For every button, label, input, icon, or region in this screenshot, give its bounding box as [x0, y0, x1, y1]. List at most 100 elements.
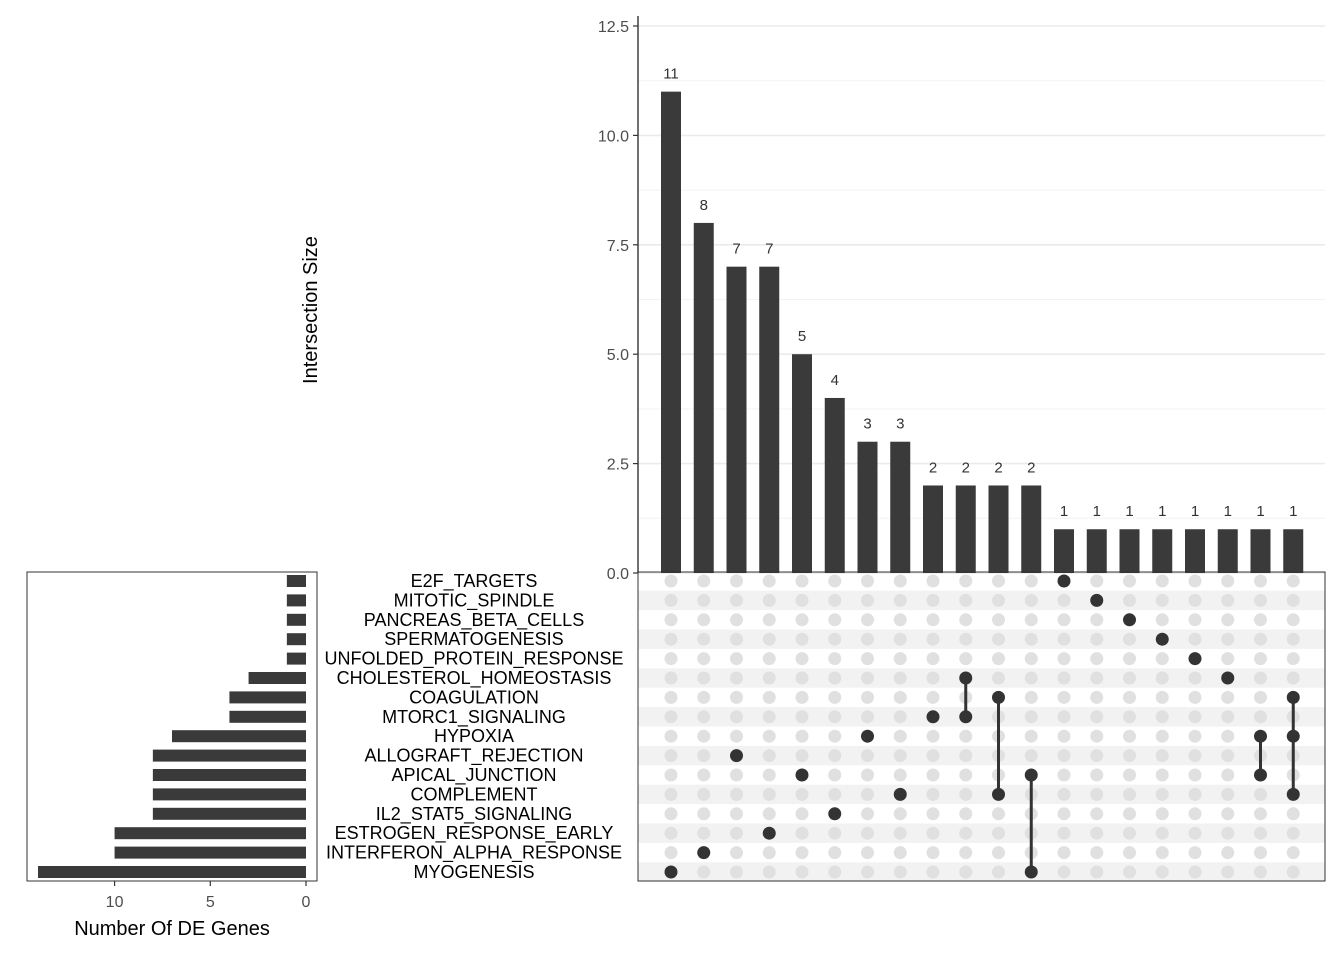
intersection-size-label: 1	[1289, 503, 1297, 520]
matrix-dot-inactive	[992, 671, 1005, 685]
matrix-dot-inactive	[893, 807, 907, 821]
matrix-dot-inactive	[1057, 710, 1071, 724]
set-name-label: HYPOXIA	[434, 726, 514, 746]
matrix-dot-active	[893, 787, 907, 801]
matrix-dot-inactive	[730, 846, 743, 860]
intersection-bar	[1021, 485, 1042, 573]
matrix-dot-inactive	[1188, 632, 1202, 646]
matrix-dot-inactive	[664, 690, 678, 704]
matrix-dot-inactive	[893, 613, 907, 627]
matrix-dot-inactive	[730, 593, 743, 607]
set-size-bar	[172, 730, 306, 743]
set-size-bar	[152, 807, 306, 820]
matrix-dot-inactive	[1123, 846, 1136, 860]
matrix-dot-active	[1024, 865, 1038, 879]
matrix-dot-inactive	[1254, 574, 1267, 588]
set-size-bar	[38, 866, 306, 878]
matrix-dot-inactive	[959, 807, 973, 821]
intersection-size-label: 7	[765, 241, 773, 258]
matrix-dot-inactive	[1057, 826, 1071, 840]
set-size-bar	[152, 788, 306, 801]
set-size-panel: 10 5 0	[26, 571, 318, 911]
matrix-dot-inactive	[1155, 671, 1169, 685]
matrix-dot-active	[1254, 729, 1267, 743]
matrix-dot-inactive	[762, 632, 776, 646]
matrix-dot-inactive	[795, 632, 809, 646]
matrix-dot-inactive	[861, 690, 874, 704]
set-name-label: MITOTIC_SPINDLE	[394, 590, 555, 611]
matrix-dot-inactive	[1254, 807, 1267, 821]
matrix-dot-inactive	[1090, 807, 1104, 821]
matrix-dot-inactive	[1090, 826, 1104, 840]
set-name-label: ALLOGRAFT_REJECTION	[364, 746, 583, 767]
intersection-size-label: 2	[962, 459, 970, 476]
matrix-dot-inactive	[959, 574, 973, 588]
matrix-frame	[637, 571, 1326, 882]
matrix-dot-inactive	[1254, 787, 1267, 801]
matrix-dot-inactive	[959, 846, 973, 860]
matrix-dot-inactive	[1286, 574, 1300, 588]
matrix-dot-inactive	[959, 749, 973, 763]
intersection-size-label: 1	[1158, 503, 1166, 520]
set-size-bar	[286, 633, 306, 646]
matrix-dot-inactive	[1024, 729, 1038, 743]
matrix-dot-inactive	[992, 652, 1005, 666]
set-size-bar	[114, 846, 306, 859]
set-name-label: E2F_TARGETS	[411, 571, 538, 592]
matrix-stripe	[638, 862, 1325, 882]
matrix-dot-inactive	[697, 593, 711, 607]
matrix-dot-active	[795, 768, 809, 782]
matrix-dot-inactive	[1057, 632, 1071, 646]
matrix-dot-inactive	[664, 826, 678, 840]
set-name-label: ESTROGEN_RESPONSE_EARLY	[335, 823, 614, 844]
matrix-dot-inactive	[1221, 652, 1235, 666]
matrix-dot-inactive	[1090, 710, 1104, 724]
matrix-stripe	[638, 590, 1325, 611]
matrix-dot-inactive	[795, 710, 809, 724]
matrix-dot-inactive	[1123, 826, 1136, 840]
intersection-bar	[1185, 529, 1205, 573]
set-name-label: MTORC1_SIGNALING	[382, 707, 566, 728]
matrix-dot-inactive	[1188, 729, 1202, 743]
matrix-dot-inactive	[1090, 652, 1104, 666]
matrix-dot-inactive	[1155, 593, 1169, 607]
matrix-dot-inactive	[1188, 690, 1202, 704]
matrix-dot-inactive	[926, 593, 940, 607]
matrix-dot-inactive	[1024, 613, 1038, 627]
matrix-dot-inactive	[730, 787, 743, 801]
matrix-dot-inactive	[730, 613, 743, 627]
matrix-dot-inactive	[828, 768, 842, 782]
matrix-dot-inactive	[1221, 865, 1235, 879]
intersection-size-label: 3	[863, 416, 871, 433]
matrix-stripe	[638, 707, 1325, 727]
matrix-dot-inactive	[1155, 729, 1169, 743]
matrix-dot-inactive	[1123, 690, 1136, 704]
matrix-dot-inactive	[697, 671, 711, 685]
matrix-dot-inactive	[762, 768, 776, 782]
y-tick-label: 12.5	[598, 19, 629, 36]
matrix-dot-inactive	[664, 787, 678, 801]
matrix-dot-inactive	[861, 846, 874, 860]
intersection-size-label: 5	[798, 328, 806, 345]
matrix-dot-inactive	[1188, 846, 1202, 860]
intersection-size-label: 1	[1256, 503, 1264, 520]
intersection-matrix-panel: E2F_TARGETSMITOTIC_SPINDLEPANCREAS_BETA_…	[324, 571, 1326, 882]
matrix-dot-inactive	[664, 593, 678, 607]
matrix-stripe	[638, 745, 1325, 766]
matrix-dot-inactive	[1155, 768, 1169, 782]
intersection-size-label: 1	[1093, 503, 1101, 520]
matrix-dot-inactive	[1221, 593, 1235, 607]
matrix-dot-inactive	[1188, 671, 1202, 685]
matrix-dot-active	[1123, 613, 1136, 627]
y-tick-label: 5.0	[607, 347, 629, 364]
matrix-dot-inactive	[1254, 652, 1267, 666]
matrix-dot-active	[1090, 593, 1104, 607]
matrix-dot-inactive	[1123, 632, 1136, 646]
matrix-dot-inactive	[697, 749, 711, 763]
matrix-dot-inactive	[828, 690, 842, 704]
matrix-dot-inactive	[762, 807, 776, 821]
matrix-dot-inactive	[664, 613, 678, 627]
matrix-dot-inactive	[1123, 671, 1136, 685]
matrix-dot-inactive	[992, 574, 1005, 588]
matrix-dot-inactive	[828, 846, 842, 860]
